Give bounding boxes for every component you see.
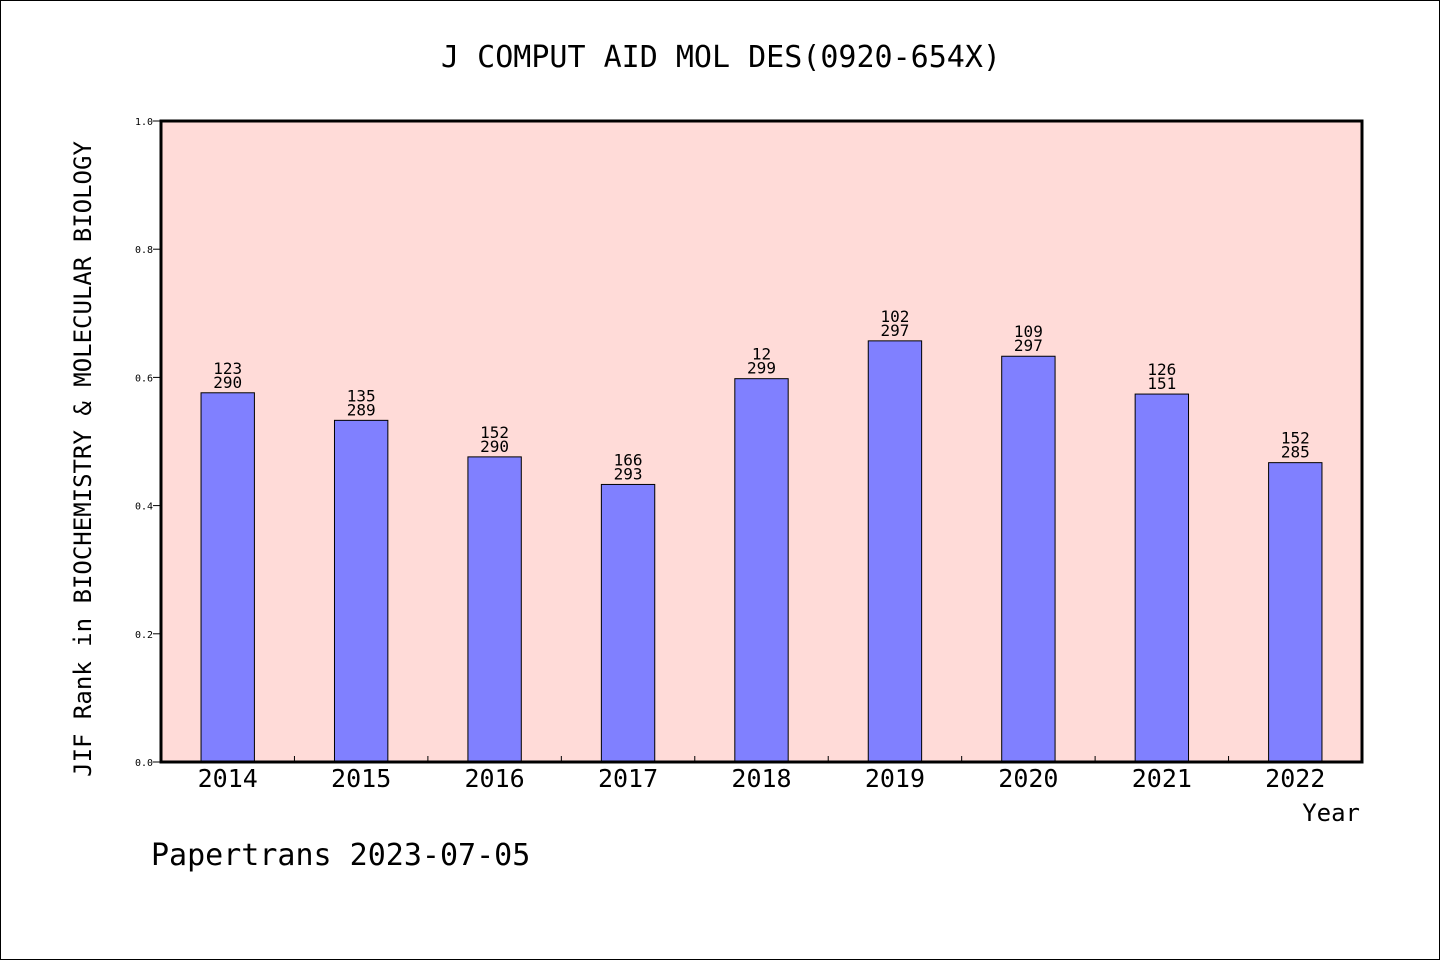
footer-text: Papertrans 2023-07-05: [151, 838, 530, 873]
x-axis-label: Year: [1302, 799, 1360, 827]
chart-title: J COMPUT AID MOL DES(0920-654X): [441, 40, 1001, 75]
bar-2021: [1134, 393, 1190, 763]
y-tick-label: 0.2: [135, 630, 153, 641]
bar-2016: [467, 456, 522, 763]
bar-2022: [1268, 462, 1323, 763]
bar-2017: [600, 483, 656, 763]
bar-2015: [333, 419, 389, 763]
data-label-rank: 102: [880, 307, 909, 326]
bars: [200, 340, 1323, 763]
data-label-total: 299: [747, 359, 776, 378]
x-tick-label: 2022: [1265, 764, 1325, 793]
plot-border: [159, 119, 1364, 764]
x-tick-label: 2014: [198, 764, 258, 793]
x-tick-label: 2016: [465, 764, 525, 793]
data-label-total: 297: [880, 321, 909, 340]
data-label-total: 151: [1147, 374, 1176, 393]
x-tick-label: 2020: [998, 764, 1058, 793]
data-label-rank: 123: [213, 359, 242, 378]
bar-2019: [867, 340, 923, 763]
data-label-rank: 12: [752, 345, 771, 364]
bar-2018: [734, 378, 789, 763]
x-tick-label: 2017: [598, 764, 658, 793]
data-label-total: 297: [1014, 336, 1043, 355]
data-label-total: 290: [213, 373, 242, 392]
y-tick-label: 0.0: [135, 758, 153, 769]
x-axis: 2014 2015 2016 2017 2018 2019 2020 2021 2022: [198, 756, 1325, 793]
x-tick-label: 2015: [331, 764, 391, 793]
data-label-rank: 109: [1014, 322, 1043, 341]
y-tick-label: 0.6: [135, 373, 153, 384]
data-label-total: 290: [480, 437, 509, 456]
data-label-rank: 152: [1281, 429, 1310, 448]
data-label-rank: 166: [614, 450, 643, 469]
bar-2020: [1001, 355, 1056, 763]
y-tick-label: 1.0: [135, 117, 153, 128]
x-tick-label: 2019: [865, 764, 925, 793]
y-tick-label: 0.8: [135, 245, 153, 256]
y-axis-label: JIF Rank in BIOCHEMISTRY & MOLECULAR BIO…: [69, 141, 97, 777]
x-tick-label: 2018: [731, 764, 791, 793]
data-label-rank: 152: [480, 423, 509, 442]
x-tick-label: 2021: [1132, 764, 1192, 793]
data-label-total: 289: [347, 400, 376, 419]
bar-2014: [200, 392, 255, 763]
data-label-rank: 135: [347, 386, 376, 405]
data-label-total: 293: [614, 464, 643, 483]
y-axis: 0.0 0.2 0.4 0.6 0.8 1.0: [135, 117, 161, 769]
y-tick-label: 0.4: [135, 502, 153, 513]
data-label-total: 285: [1281, 443, 1310, 462]
data-label-rank: 126: [1147, 360, 1176, 379]
